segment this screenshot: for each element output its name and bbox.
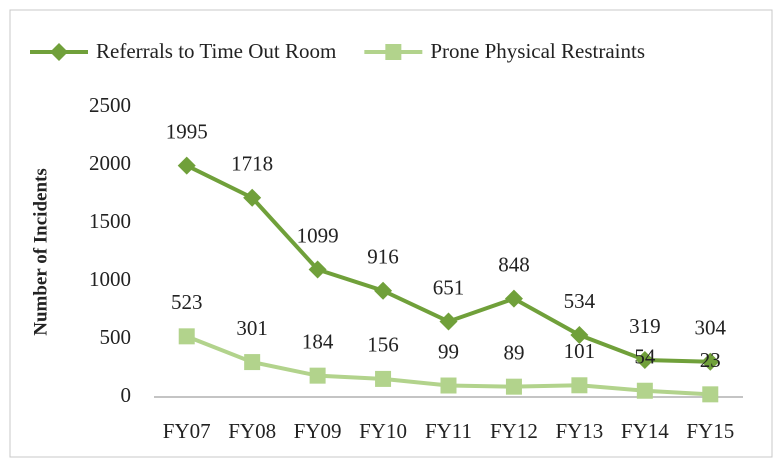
data-label: 99 <box>438 339 459 363</box>
x-tick-label: FY12 <box>490 419 538 443</box>
data-label: 1995 <box>166 119 208 143</box>
point <box>440 377 457 394</box>
data-label: 1718 <box>231 152 273 176</box>
point <box>571 377 588 394</box>
data-label: 651 <box>433 275 465 299</box>
point <box>504 289 523 308</box>
x-tick-label: FY15 <box>686 419 734 443</box>
point <box>505 378 522 395</box>
x-tick-label: FY14 <box>621 419 669 443</box>
point <box>177 156 196 175</box>
data-label: 304 <box>695 316 727 340</box>
x-tick-label: FY10 <box>359 419 407 443</box>
data-label: 916 <box>367 245 399 269</box>
data-label: 534 <box>564 289 596 313</box>
data-label: 23 <box>700 348 721 372</box>
legend-marker <box>50 43 68 61</box>
legend-marker <box>385 44 402 60</box>
data-label: 1099 <box>297 223 339 247</box>
point <box>701 352 720 371</box>
data-label: 156 <box>367 333 399 357</box>
y-tick-label: 2000 <box>89 151 131 175</box>
data-label: 523 <box>171 290 203 314</box>
x-tick-label: FY08 <box>228 419 276 443</box>
legend-label: Referrals to Time Out Room <box>96 39 336 63</box>
y-tick-label: 1000 <box>89 267 131 291</box>
data-label: 54 <box>634 345 656 369</box>
point <box>375 370 392 387</box>
y-tick-label: 1500 <box>89 209 131 233</box>
y-axis-label: Number of Incidents <box>30 168 51 336</box>
x-tick-label: FY07 <box>163 419 211 443</box>
x-tick-label: FY11 <box>425 419 472 443</box>
data-label: 848 <box>498 252 530 276</box>
legend-label: Prone Physical Restraints <box>430 39 645 63</box>
point <box>439 312 458 331</box>
data-label: 301 <box>236 316 268 340</box>
x-tick-label: FY13 <box>555 419 603 443</box>
data-label: 319 <box>629 314 661 338</box>
y-tick-label: 0 <box>121 383 132 407</box>
point <box>570 326 589 345</box>
point <box>702 386 719 403</box>
y-tick-label: 500 <box>100 325 132 349</box>
point <box>308 260 327 279</box>
data-label: 184 <box>302 329 334 353</box>
point <box>635 350 654 369</box>
data-label: 89 <box>503 340 524 364</box>
point <box>636 382 653 399</box>
point <box>309 367 326 384</box>
y-tick-label: 2500 <box>89 93 131 117</box>
point <box>243 188 262 207</box>
point <box>244 354 261 371</box>
point <box>178 328 195 345</box>
x-tick-label: FY09 <box>294 419 342 443</box>
data-label: 101 <box>564 339 596 363</box>
point <box>374 281 393 300</box>
